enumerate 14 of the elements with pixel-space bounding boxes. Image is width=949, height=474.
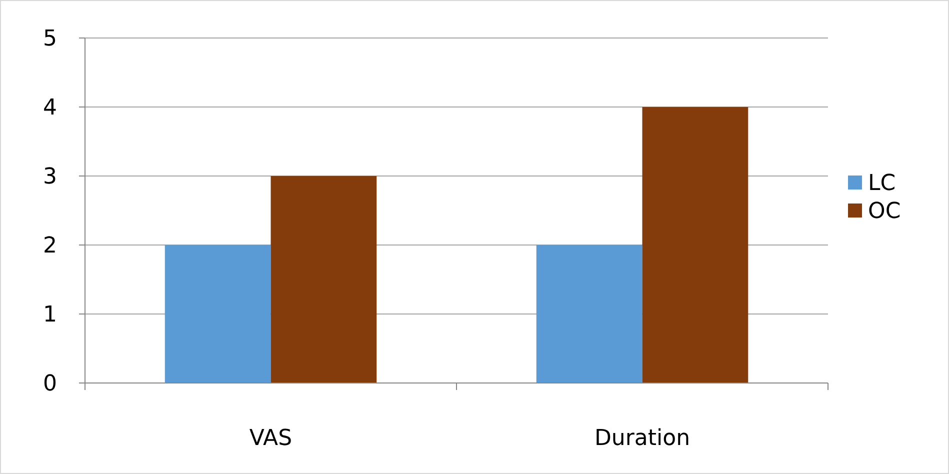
- legend-label: LC: [868, 171, 896, 196]
- y-tick-label: 4: [43, 96, 57, 121]
- y-tick-label: 1: [43, 302, 57, 328]
- x-tick-label: Duration: [594, 426, 690, 451]
- legend-label: OC: [868, 199, 901, 224]
- bar: [270, 176, 377, 383]
- bar: [536, 245, 642, 383]
- y-tick-label: 2: [43, 234, 57, 259]
- y-tick-label: 0: [43, 372, 57, 397]
- bar: [642, 107, 748, 383]
- y-tick-label: 3: [43, 164, 57, 190]
- x-tick-label: VAS: [249, 426, 292, 451]
- y-tick-label: 5: [43, 26, 57, 52]
- bar: [164, 245, 271, 383]
